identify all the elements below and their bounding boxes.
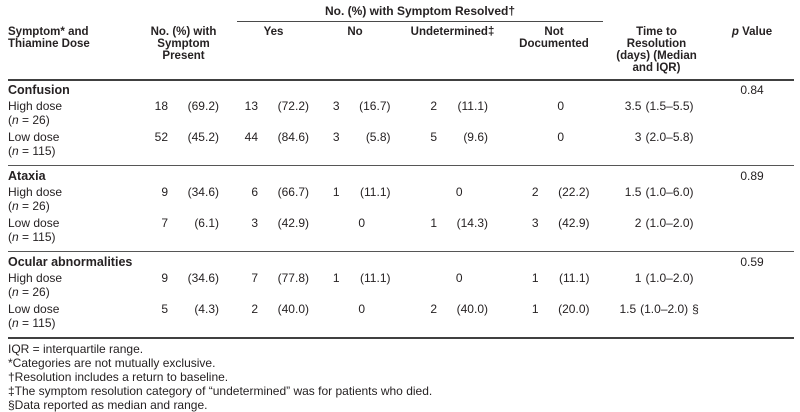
column-header-undetermined: Undetermined‡ — [410, 26, 495, 38]
section-ataxia: Ataxia 0.89 High dose (n = 26) 9 (34.6) 6… — [8, 165, 794, 251]
resolved-no-cell: 3 (16.7) — [332, 99, 391, 113]
column-header-no: No — [347, 26, 363, 38]
p-value: 0.59 — [740, 255, 764, 269]
footnote-median-range: §Data reported as median and range. — [8, 398, 208, 412]
table-row: High dose (n = 26) 18 (69.2) 13 (72.2) 3 (1… — [8, 99, 794, 129]
section-name: Confusion — [8, 83, 70, 97]
column-header-p-value: p Value — [731, 26, 773, 38]
present-cell: 9 (34.6) — [161, 271, 219, 285]
not-documented-cell: 1 (11.1) — [531, 271, 590, 285]
section-ocular-abnormalities: Ocular abnormalities 0.59 High dose (n =… — [8, 251, 794, 337]
column-header-row: Symptom* and Thiamine Dose No. (%) with … — [8, 22, 794, 81]
time-to-resolution-cell: 1.5 (1.0–6.0) — [624, 185, 694, 199]
column-header-not-documented: Not Documented — [519, 26, 589, 50]
footnotes: IQR = interquartile range. *Categories a… — [8, 339, 794, 412]
sample-size: (n = 26) — [8, 198, 50, 213]
footnote-undetermined: ‡The symptom resolution category of “und… — [8, 384, 433, 398]
footnote-iqr: IQR = interquartile range. — [8, 342, 144, 356]
section-header-row: Ocular abnormalities 0.59 — [8, 254, 794, 270]
table-row: High dose (n = 26) 9 (34.6) 6 (66.7) 1 (11.… — [8, 185, 794, 215]
table-row: Low dose (n = 115) 52 (45.2) 44 (84.6) 3 (5… — [8, 130, 794, 160]
undetermined-cell: 0 — [455, 185, 463, 199]
time-to-resolution-cell: 1.5 (1.0–2.0) § — [619, 302, 699, 316]
not-documented-cell: 0 — [557, 99, 564, 113]
time-to-resolution-cell: 1 (1.0–2.0) — [634, 271, 694, 285]
resolved-yes-cell: 2 (40.0) — [251, 302, 309, 316]
column-header-symptom-dose: Symptom* and Thiamine Dose — [8, 26, 90, 50]
dose-label: High dose (n = 26) — [8, 185, 130, 213]
present-cell: 52 (45.2) — [154, 130, 219, 144]
not-documented-cell: 2 (22.2) — [531, 185, 590, 199]
sample-size: (n = 115) — [8, 229, 56, 244]
table-row: Low dose (n = 115) 5 (4.3) 2 (40.0) 0 2 (40… — [8, 302, 794, 332]
undetermined-cell: 0 — [455, 271, 463, 285]
dose-label: Low dose (n = 115) — [8, 130, 130, 158]
not-documented-cell: 0 — [557, 130, 564, 144]
dose-label: High dose (n = 26) — [8, 99, 130, 127]
spanner-header-row: No. (%) with Symptom Resolved† — [8, 2, 794, 22]
column-header-time-to-resolution: Time to Resolution (days) (Median and IQ… — [616, 26, 697, 74]
resolved-yes-cell: 3 (42.9) — [251, 216, 309, 230]
time-to-resolution-cell: 3 (2.0–5.8) — [634, 130, 694, 144]
sample-size: (n = 26) — [8, 284, 50, 299]
sample-size: (n = 115) — [8, 143, 56, 158]
sample-size: (n = 26) — [8, 112, 50, 127]
section-header-row: Ataxia 0.89 — [8, 168, 794, 184]
table-row: High dose (n = 26) 9 (34.6) 7 (77.8) 1 (11.… — [8, 271, 794, 301]
dose-label: Low dose (n = 115) — [8, 302, 130, 330]
table-row: Low dose (n = 115) 7 (6.1) 3 (42.9) 0 1 (14… — [8, 216, 794, 246]
present-cell: 18 (69.2) — [154, 99, 219, 113]
column-header-symptom-present: No. (%) with Symptom Present — [150, 26, 217, 62]
time-to-resolution-cell: 2 (1.0–2.0) — [634, 216, 694, 230]
undetermined-cell: 2 (11.1) — [430, 99, 488, 113]
resolved-yes-cell: 7 (77.8) — [251, 271, 309, 285]
present-cell: 5 (4.3) — [161, 302, 219, 316]
spanner-header-resolved: No. (%) with Symptom Resolved† — [237, 4, 603, 22]
dose-label: Low dose (n = 115) — [8, 216, 130, 244]
section-header-row: Confusion 0.84 — [8, 82, 794, 98]
present-cell: 9 (34.6) — [161, 185, 219, 199]
not-documented-cell: 1 (20.0) — [531, 302, 590, 316]
dose-label: High dose (n = 26) — [8, 271, 130, 299]
section-confusion: Confusion 0.84 High dose (n = 26) 18 (69.… — [8, 81, 794, 165]
resolved-yes-cell: 13 (72.2) — [244, 99, 309, 113]
not-documented-cell: 3 (42.9) — [531, 216, 590, 230]
section-name: Ataxia — [8, 169, 46, 183]
footnote-categories: *Categories are not mutually exclusive. — [8, 356, 216, 370]
resolved-no-cell: 0 — [358, 302, 365, 316]
present-cell: 7 (6.1) — [161, 216, 219, 230]
undetermined-cell: 1 (14.3) — [430, 216, 488, 230]
undetermined-cell: 5 (9.6) — [430, 130, 488, 144]
resolved-no-cell: 3 (5.8) — [332, 130, 391, 144]
resolved-no-cell: 1 (11.1) — [332, 271, 391, 285]
symptom-resolution-table: No. (%) with Symptom Resolved† Symptom* … — [8, 2, 794, 412]
time-to-resolution-cell: 3.5 (1.5–5.5) — [624, 99, 694, 113]
resolved-no-cell: 0 — [358, 216, 365, 230]
column-header-yes: Yes — [263, 26, 284, 38]
resolved-yes-cell: 6 (66.7) — [251, 185, 309, 199]
resolved-no-cell: 1 (11.1) — [332, 185, 391, 199]
resolved-yes-cell: 44 (84.6) — [244, 130, 309, 144]
section-name: Ocular abnormalities — [8, 255, 133, 269]
sample-size: (n = 115) — [8, 315, 56, 330]
table-body: Confusion 0.84 High dose (n = 26) 18 (69.… — [8, 81, 794, 339]
footnote-resolution: †Resolution includes a return to baselin… — [8, 370, 229, 384]
p-value: 0.89 — [740, 169, 764, 183]
undetermined-cell: 2 (40.0) — [430, 302, 488, 316]
p-value: 0.84 — [740, 83, 764, 97]
